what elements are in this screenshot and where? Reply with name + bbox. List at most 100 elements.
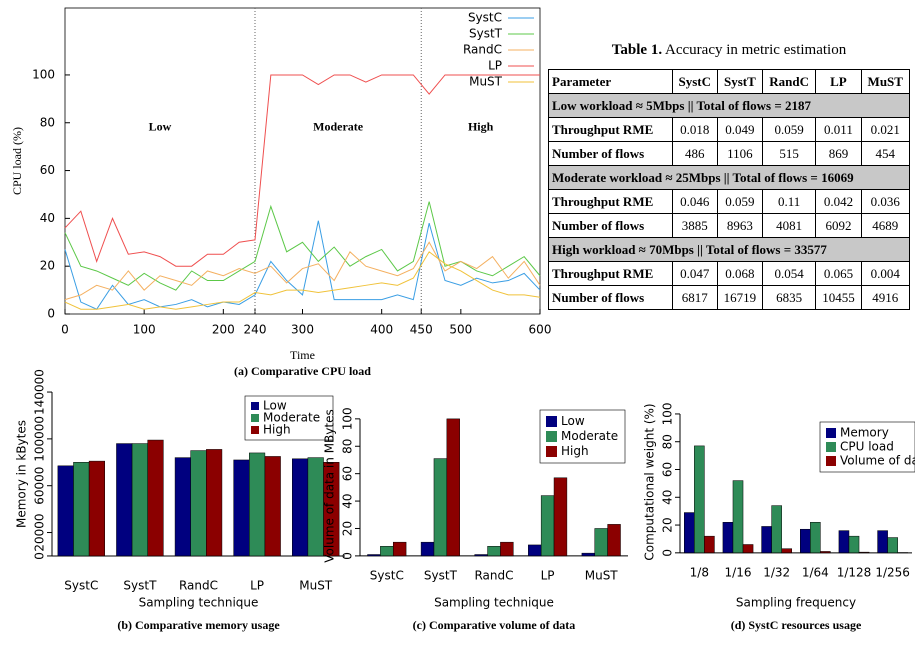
bar xyxy=(367,554,381,557)
bar xyxy=(307,457,324,557)
legend-swatch xyxy=(826,456,836,466)
bar xyxy=(292,458,309,557)
y-tick-label: 40 xyxy=(341,493,355,508)
bar xyxy=(474,554,488,557)
row-label: Throughput RME xyxy=(548,189,673,214)
bar xyxy=(420,541,435,557)
data-row: Number of flows 486 1106 515 869 454 xyxy=(548,141,910,166)
header-cell: MuST xyxy=(860,69,910,94)
bar xyxy=(57,465,74,557)
y-axis-label: Computational weight (%) xyxy=(643,403,657,560)
header-cell: SystT xyxy=(716,69,763,94)
cell: 0.059 xyxy=(761,117,817,142)
header-cell: SystC xyxy=(671,69,718,94)
section-text: Low workload ≈ 5Mbps || Total of flows =… xyxy=(552,97,811,113)
legend-label: Moderate xyxy=(561,429,618,443)
x-axis-label: Sampling technique xyxy=(434,596,554,610)
bar xyxy=(264,456,281,557)
section-row: Low workload ≈ 5Mbps || Total of flows =… xyxy=(548,93,910,118)
bar xyxy=(190,450,207,557)
legend-label: Moderate xyxy=(263,411,320,425)
y-tick-label: 60 xyxy=(661,462,675,477)
data-row: Number of flows 6817 16719 6835 10455 4916 xyxy=(548,285,910,310)
cell: 0.049 xyxy=(716,117,763,142)
bar xyxy=(147,439,164,557)
cell: 1106 xyxy=(716,141,763,166)
bar xyxy=(877,530,888,554)
section-row: High workload ≈ 70Mbps || Total of flows… xyxy=(548,237,910,262)
bar xyxy=(722,522,734,554)
data-row: Number of flows 3885 8963 4081 6092 4689 xyxy=(548,213,910,238)
bar xyxy=(500,541,514,557)
region-label: High xyxy=(468,119,494,133)
bar xyxy=(887,537,898,554)
x-tick-label: SystC xyxy=(64,579,98,593)
bar xyxy=(607,524,621,557)
x-tick-label: 1/64 xyxy=(802,566,829,580)
x-tick-label: 1/8 xyxy=(690,566,709,580)
y-tick-label: 20 xyxy=(661,517,675,532)
bar xyxy=(761,526,772,554)
cell: 3885 xyxy=(671,213,718,238)
x-tick-label: 300 xyxy=(291,323,314,337)
x-tick-label: RandC xyxy=(179,579,218,593)
y-axis-label: Memory in kBytes xyxy=(15,420,29,528)
bar xyxy=(581,552,596,557)
cell: 4081 xyxy=(761,213,817,238)
header-cell: LP xyxy=(815,69,862,94)
table-title: Accuracy in metric estimation xyxy=(665,42,847,58)
y-tick-label: 100 xyxy=(32,67,55,81)
cell: 515 xyxy=(761,141,817,166)
table-block: Table 1. Accuracy in metric estimation P… xyxy=(548,42,910,310)
x-tick-label: 0 xyxy=(61,323,69,337)
bar xyxy=(684,512,695,554)
legend-label: SystC xyxy=(468,11,502,25)
legend-label: High xyxy=(263,423,291,437)
chart-title: (a) Comparative CPU load xyxy=(234,364,371,378)
x-tick-label: 600 xyxy=(529,323,552,337)
section-title: High workload ≈ 70Mbps || Total of flows… xyxy=(548,237,910,262)
row-label: Number of flows xyxy=(548,141,673,166)
section-row: Moderate workload ≈ 25Mbps || Total of f… xyxy=(548,165,910,190)
cell: 6835 xyxy=(761,285,817,310)
y-tick-label: 140000 xyxy=(33,369,47,415)
chart-title: (d) SystC resources usage xyxy=(731,618,862,632)
x-tick-label: SystC xyxy=(370,569,404,583)
y-tick-label: 0 xyxy=(47,307,55,321)
bar xyxy=(820,551,831,554)
region-label: Low xyxy=(149,119,172,133)
x-tick-label: 100 xyxy=(133,323,156,337)
cell: 6817 xyxy=(671,285,718,310)
cell: 0.021 xyxy=(860,117,910,142)
y-axis-label: CPU load (%) xyxy=(10,127,24,195)
y-tick-label: 0 xyxy=(33,552,47,560)
bar xyxy=(380,546,394,557)
bar xyxy=(694,445,705,554)
legend-swatch xyxy=(546,431,557,442)
legend-label: SystT xyxy=(469,27,503,41)
cell: 454 xyxy=(860,141,910,166)
header-cell: RandC xyxy=(761,69,817,94)
x-tick-label: MuST xyxy=(585,569,619,583)
y-tick-label: 80 xyxy=(341,439,355,454)
series-line xyxy=(64,201,541,291)
legend-label: LP xyxy=(488,59,502,73)
bar xyxy=(73,462,90,557)
bar xyxy=(704,535,715,554)
legend-box xyxy=(244,395,334,441)
legend-label: Low xyxy=(561,414,585,428)
y-tick-label: 100 xyxy=(661,402,675,425)
cell: 16719 xyxy=(716,285,763,310)
cell: 0.065 xyxy=(815,261,862,286)
bar xyxy=(487,546,501,557)
legend-swatch xyxy=(546,416,557,427)
cell: 4689 xyxy=(860,213,910,238)
cell: 0.054 xyxy=(761,261,817,286)
bar xyxy=(732,480,744,554)
cell: 869 xyxy=(815,141,862,166)
cell: 0.042 xyxy=(815,189,862,214)
cell: 0.059 xyxy=(716,189,763,214)
cell: 0.036 xyxy=(860,189,910,214)
bar xyxy=(249,452,266,557)
